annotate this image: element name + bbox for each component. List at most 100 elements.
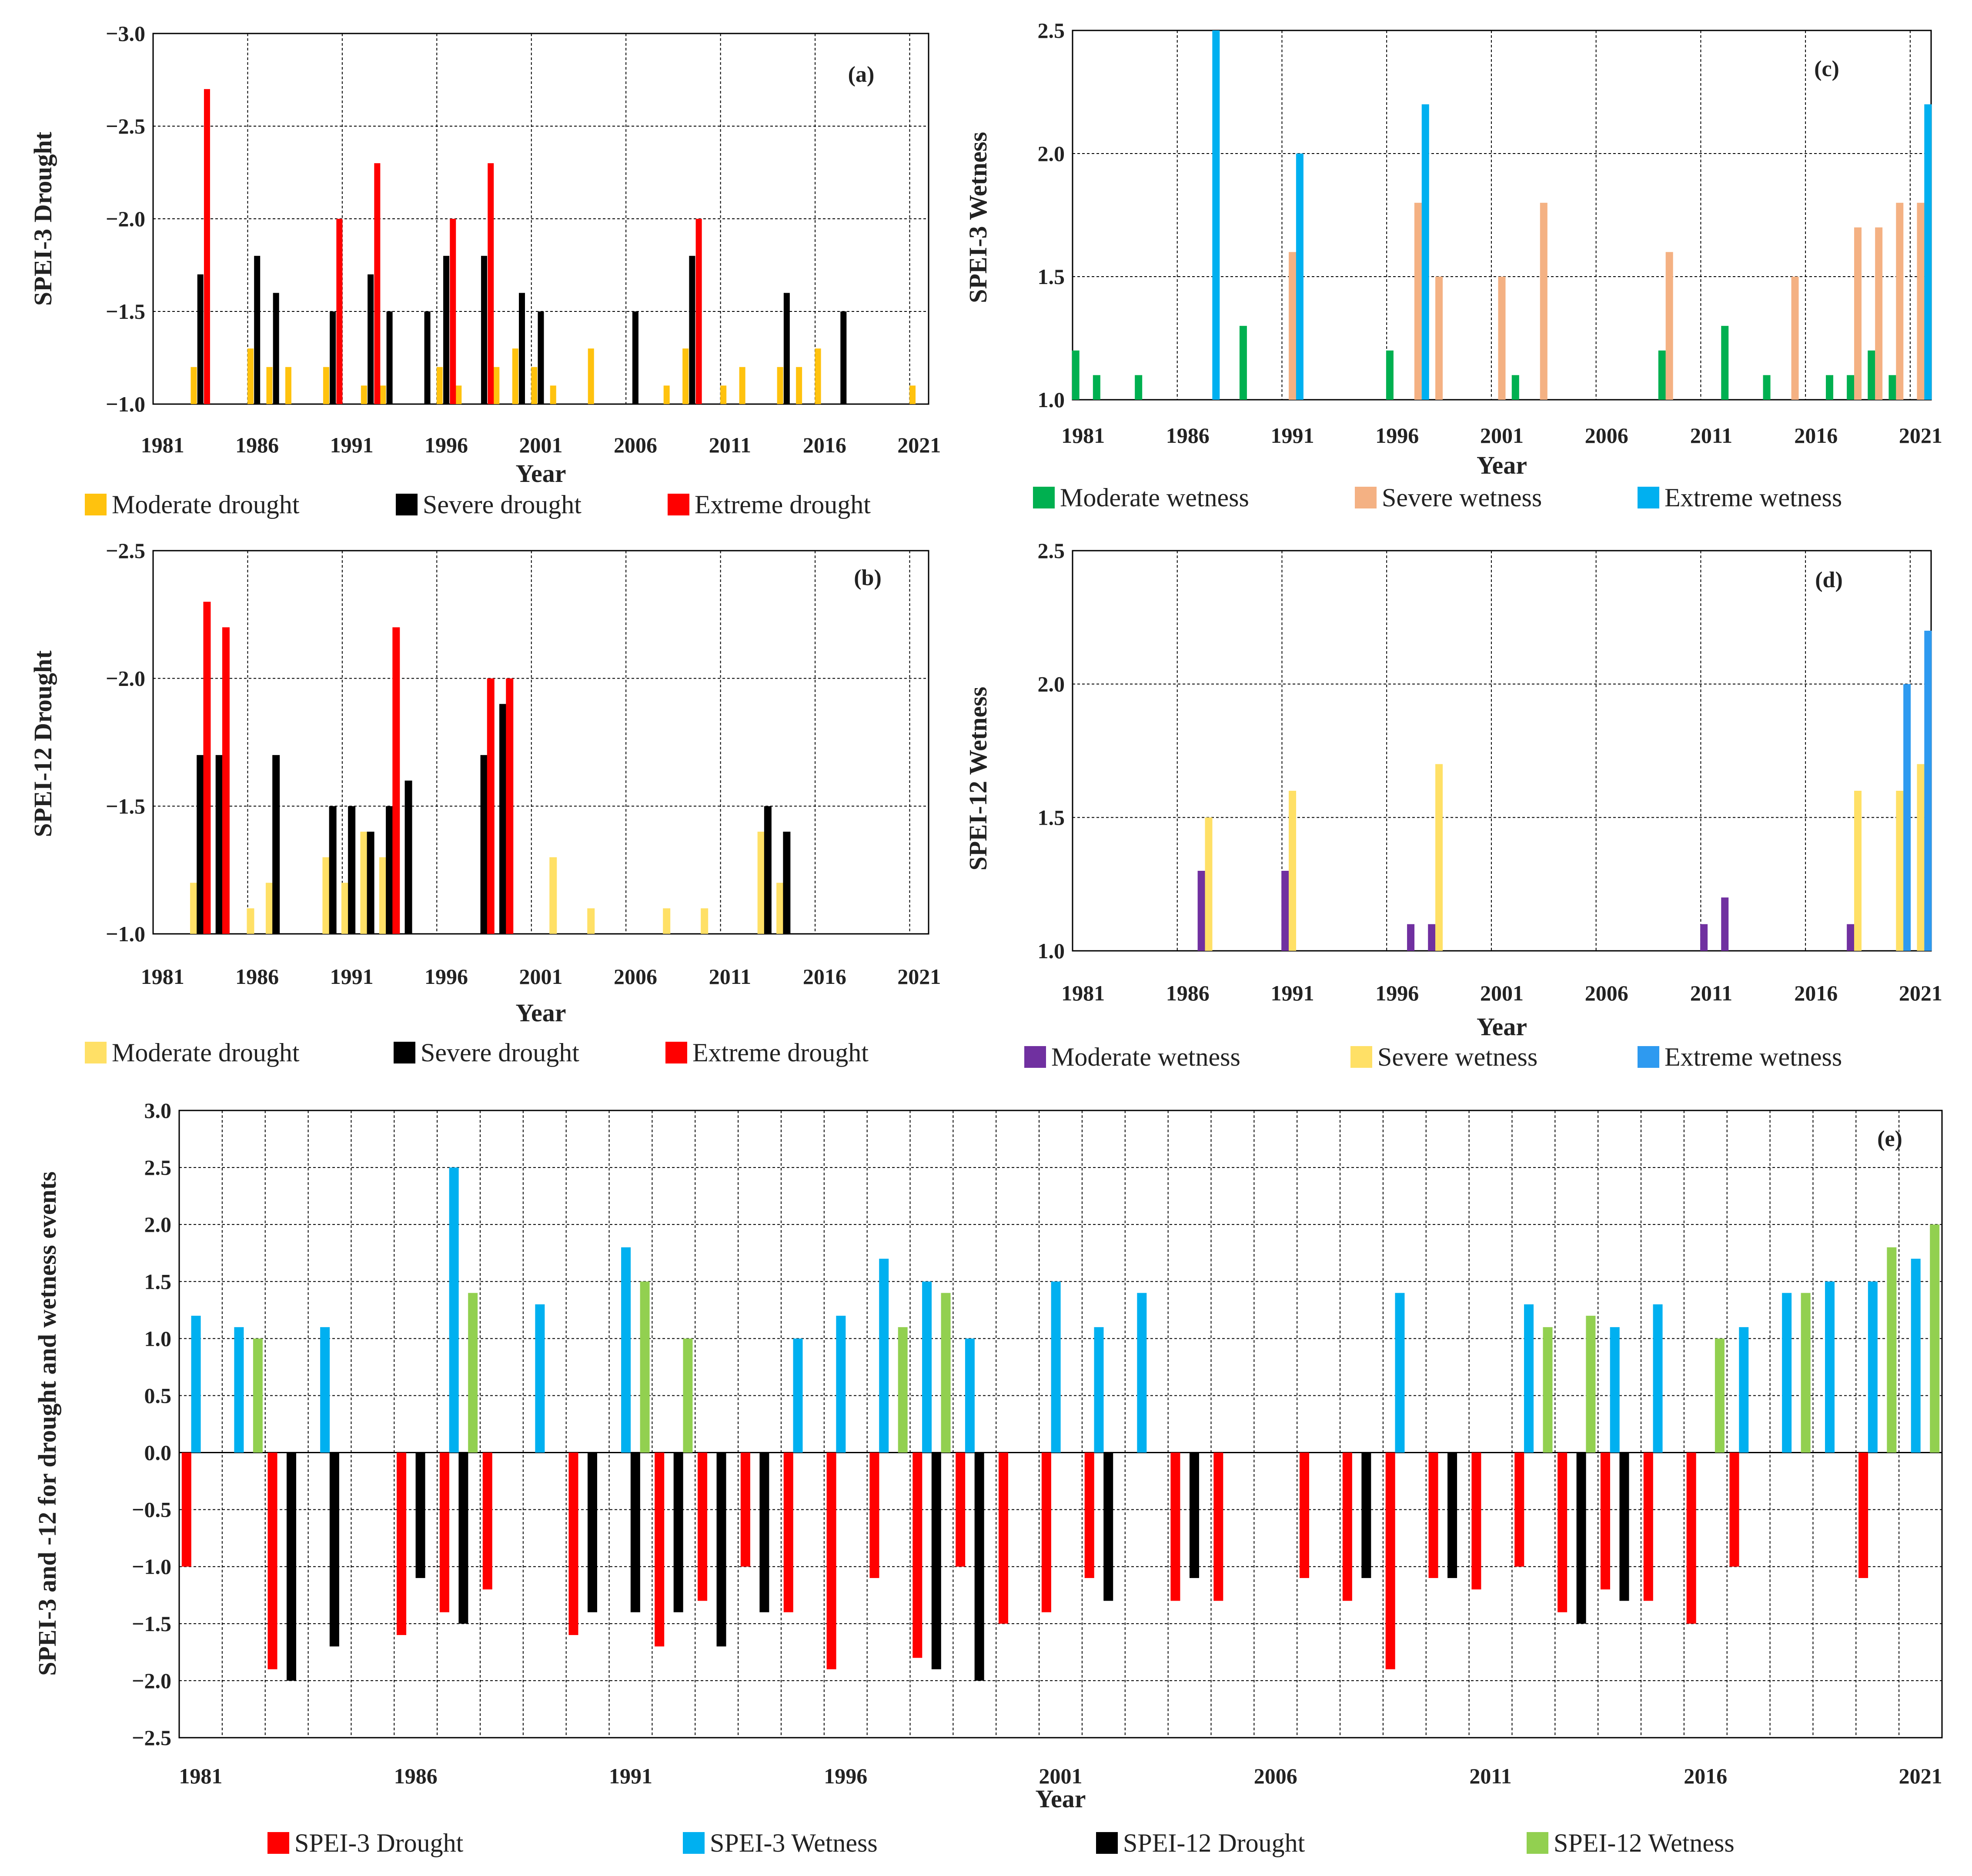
x-tick-label: 2016 xyxy=(803,433,846,457)
legend-swatch xyxy=(683,1832,705,1854)
bar-spei-3-drought-2016 xyxy=(1686,1452,1696,1624)
x-tick-label: 1981 xyxy=(1061,423,1105,448)
bar-spei-3-drought-1986 xyxy=(397,1452,407,1635)
x-tick-label: 1991 xyxy=(609,1764,652,1788)
bar-moderate-drought-1986 xyxy=(247,908,254,934)
bar-spei-12-drought-2008 xyxy=(1361,1452,1371,1578)
bar-extreme-drought-1998 xyxy=(488,163,494,404)
bar-spei-3-drought-1994 xyxy=(740,1452,750,1567)
legend-label: Extreme wetness xyxy=(1665,1043,1842,1071)
bar-severe-wetness-2020 xyxy=(1896,791,1904,951)
bar-severe-wetness-1991 xyxy=(1289,252,1297,400)
y-tick-label: 0.5 xyxy=(144,1383,172,1408)
bar-spei-12-wetness-1992 xyxy=(683,1338,693,1453)
panel-a: −3.0 −2.5 −2.0 −1.5 −1.0 1981 1986 1991 1996 2001… xyxy=(29,21,941,519)
x-tick-label: 2001 xyxy=(1480,981,1524,1005)
x-tick-label: 1981 xyxy=(141,433,184,457)
bar-spei-3-drought-2008 xyxy=(1342,1452,1352,1601)
bar-moderate-drought-1993 xyxy=(380,385,386,404)
x-tick-label: 1991 xyxy=(1271,981,1314,1005)
bar-moderate-wetness-2014 xyxy=(1763,375,1771,400)
x-tick-label: 2016 xyxy=(1794,423,1838,448)
bar-severe-wetness-2021 xyxy=(1917,764,1925,951)
y-tick-label: −1.5 xyxy=(106,299,145,324)
legend-label: Severe wetness xyxy=(1382,483,1542,512)
bar-spei-12-wetness-1982 xyxy=(253,1338,263,1453)
bar-spei-12-drought-2002 xyxy=(1103,1452,1113,1601)
bar-severe-wetness-1987 xyxy=(1205,817,1213,951)
bar-moderate-wetness-2012 xyxy=(1721,326,1729,400)
y-tick-label: −2.0 xyxy=(132,1669,171,1693)
legend-swatch xyxy=(1355,487,1377,508)
bar-extreme-drought-2009 xyxy=(695,219,702,404)
bar-spei-3-drought-1998 xyxy=(912,1452,922,1658)
y-tick-label: −2.0 xyxy=(106,666,145,691)
x-tick-label: 1986 xyxy=(1166,423,1210,448)
y-tick-label: −2.0 xyxy=(106,207,145,231)
bar-spei-3-drought-1999 xyxy=(956,1452,966,1567)
bar-extreme-drought-1993 xyxy=(392,627,400,934)
bar-spei-3-drought-2017 xyxy=(1729,1452,1739,1567)
bar-severe-drought-1992 xyxy=(367,832,374,934)
legend-label: Extreme drought xyxy=(692,1038,869,1067)
y-tick-label: 1.0 xyxy=(144,1326,172,1351)
bar-severe-drought-1993 xyxy=(386,806,394,934)
bar-moderate-drought-1999 xyxy=(493,367,500,404)
bar-severe-wetness-1991 xyxy=(1289,791,1297,951)
bar-spei-12-wetness-2020 xyxy=(1887,1247,1897,1453)
bar-severe-drought-1990 xyxy=(330,311,336,404)
bar-spei-3-drought-2007 xyxy=(1300,1452,1310,1578)
bar-moderate-wetness-2009 xyxy=(1658,350,1666,400)
bar-severe-drought-2001 xyxy=(538,311,544,404)
bar-severe-drought-1987 xyxy=(272,755,280,934)
x-tick-label: 2001 xyxy=(519,964,563,989)
bar-severe-drought-1983 xyxy=(197,755,204,934)
bar-moderate-drought-2016 xyxy=(815,348,821,404)
bar-spei-12-drought-1994 xyxy=(759,1452,769,1612)
bar-spei-3-drought-2005 xyxy=(1213,1452,1223,1601)
legend-swatch xyxy=(396,494,418,515)
x-tick-label: 2006 xyxy=(1254,1764,1297,1788)
x-tick-label: 1986 xyxy=(394,1764,438,1788)
bar-spei-3-drought-2020 xyxy=(1858,1452,1868,1578)
bar-spei-3-drought-2000 xyxy=(999,1452,1009,1624)
bar-spei-12-wetness-2018 xyxy=(1801,1293,1811,1453)
bar-spei-12-drought-2013 xyxy=(1576,1452,1586,1624)
bar-severe-drought-1995 xyxy=(424,311,431,404)
legend-label: Severe drought xyxy=(423,490,582,519)
legend-label: SPEI-12 Wetness xyxy=(1554,1829,1735,1857)
bar-severe-wetness-2001 xyxy=(1498,277,1506,400)
bar-spei-12-drought-2010 xyxy=(1447,1452,1457,1578)
x-tick-label: 1986 xyxy=(1166,981,1210,1005)
legend-label: Moderate drought xyxy=(112,490,300,519)
legend-swatch xyxy=(267,1832,289,1854)
bar-severe-drought-1999 xyxy=(499,704,507,934)
bar-spei-3-wetness-1997 xyxy=(879,1258,889,1453)
bar-spei-3-wetness-1998 xyxy=(922,1281,932,1453)
bar-moderate-wetness-2019 xyxy=(1868,350,1875,400)
y-tick-label: −1.0 xyxy=(106,392,145,416)
bar-severe-drought-2013 xyxy=(764,806,772,934)
bar-moderate-drought-2014 xyxy=(776,883,784,934)
bar-moderate-drought-2021 xyxy=(909,385,916,404)
y-tick-label: −1.5 xyxy=(132,1612,171,1636)
bar-moderate-wetness-2012 xyxy=(1721,897,1729,951)
bar-moderate-wetness-1991 xyxy=(1281,871,1289,951)
y-tick-label: 2.0 xyxy=(1038,141,1065,166)
x-tick-label: 2001 xyxy=(519,433,563,457)
bar-moderate-wetness-1982 xyxy=(1093,375,1100,400)
bar-severe-drought-2017 xyxy=(840,311,847,404)
legend-swatch xyxy=(1096,1832,1118,1854)
y-tick-label: −1.0 xyxy=(132,1555,171,1579)
legend-label: SPEI-3 Wetness xyxy=(710,1829,878,1857)
y-axis-label: SPEI-3 and -12 for drought and wetness e… xyxy=(33,1171,61,1676)
y-tick-label: 2.0 xyxy=(144,1212,172,1237)
bar-extreme-wetness-1997 xyxy=(1421,104,1429,400)
y-tick-label: −2.5 xyxy=(132,1726,171,1750)
bar-moderate-drought-2015 xyxy=(796,367,802,404)
bar-spei-12-drought-1991 xyxy=(630,1452,640,1612)
y-tick-label: 2.5 xyxy=(1038,18,1065,43)
y-axis-label: SPEI-12 Wetness xyxy=(964,687,992,871)
legend-label: Extreme wetness xyxy=(1665,483,1842,512)
bar-moderate-drought-2000 xyxy=(512,348,518,404)
